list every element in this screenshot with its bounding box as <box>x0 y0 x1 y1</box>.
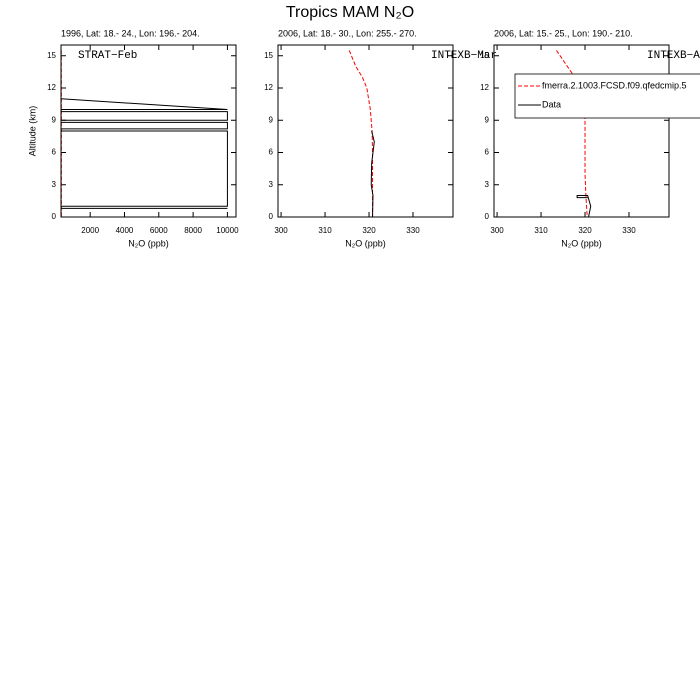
y-tick-label: 6 <box>52 148 57 157</box>
x-tick-label: 10000 <box>216 226 239 235</box>
y-tick-label: 6 <box>269 148 274 157</box>
x-tick-label: 320 <box>362 226 376 235</box>
y-tick-label: 9 <box>485 115 490 124</box>
x-tick-label: 330 <box>622 226 636 235</box>
y-tick-label: 0 <box>485 212 490 221</box>
y-tick-label: 9 <box>52 115 57 124</box>
y-tick-label: 15 <box>480 51 489 60</box>
plot-frame <box>277 44 454 218</box>
panel-subtitle: 2006, Lat: 15.- 25., Lon: 190.- 210. <box>494 28 633 38</box>
x-tick-label: 6000 <box>150 226 168 235</box>
y-tick-label: 9 <box>269 115 274 124</box>
plot-frame <box>60 44 237 218</box>
panel-annotation: INTEXB−Mar <box>431 50 497 62</box>
y-tick-label: 0 <box>269 212 274 221</box>
x-tick-label: 310 <box>534 226 548 235</box>
panel-annotation: INTEXB−Apr <box>647 50 700 62</box>
y-tick-label: 3 <box>485 180 490 189</box>
x-axis-label: N₂O (ppb) <box>345 238 386 248</box>
legend-label: Data <box>542 99 561 109</box>
x-tick-label: 320 <box>578 226 592 235</box>
y-tick-label: 12 <box>47 83 56 92</box>
x-axis-label: N₂O (ppb) <box>128 238 169 248</box>
y-tick-label: 15 <box>264 51 273 60</box>
x-tick-label: 310 <box>318 226 332 235</box>
y-axis-label: Altitude (km) <box>27 106 37 157</box>
x-tick-label: 330 <box>406 226 420 235</box>
y-tick-label: 15 <box>47 51 56 60</box>
x-tick-label: 4000 <box>116 226 134 235</box>
panel-subtitle: 1996, Lat: 18.- 24., Lon: 196.- 204. <box>61 28 200 38</box>
chart-title: Tropics MAM N₂O <box>286 4 414 21</box>
y-tick-label: 3 <box>52 180 57 189</box>
panel-subtitle: 2006, Lat: 18.- 30., Lon: 255.- 270. <box>278 28 417 38</box>
legend-label: fmerra.2.1003.FCSD.f09.qfedcmip.5 <box>542 80 687 90</box>
data-line <box>61 98 228 209</box>
y-tick-label: 0 <box>52 212 57 221</box>
data-line <box>576 195 592 217</box>
x-tick-label: 8000 <box>184 226 202 235</box>
legend-box <box>514 73 700 119</box>
y-tick-label: 12 <box>264 83 273 92</box>
x-tick-label: 300 <box>490 226 504 235</box>
plot-frame <box>493 44 670 218</box>
x-axis-label: N₂O (ppb) <box>561 238 602 248</box>
x-tick-label: 2000 <box>81 226 99 235</box>
x-tick-label: 300 <box>274 226 288 235</box>
model-line <box>348 50 374 217</box>
panel-annotation: STRAT−Feb <box>78 50 137 62</box>
data-line <box>370 130 375 217</box>
y-tick-label: 3 <box>269 180 274 189</box>
y-tick-label: 12 <box>480 83 489 92</box>
y-tick-label: 6 <box>485 148 490 157</box>
